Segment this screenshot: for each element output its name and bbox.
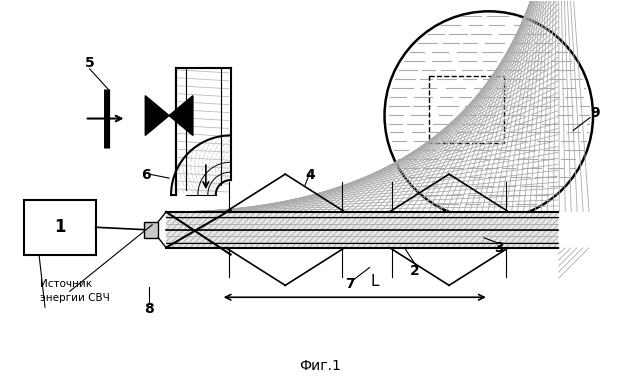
Text: 5: 5 [84, 56, 95, 70]
Text: 2: 2 [410, 264, 419, 278]
Polygon shape [169, 96, 193, 135]
Text: Источник
энергии СВЧ: Источник энергии СВЧ [40, 279, 110, 303]
Circle shape [385, 11, 593, 220]
Bar [429, 76, 504, 143]
Text: 8: 8 [145, 302, 154, 316]
Bar [166, 212, 558, 248]
Text: 4: 4 [305, 168, 315, 182]
Text: Фиг.1: Фиг.1 [299, 359, 341, 373]
Text: 3: 3 [494, 241, 504, 255]
Bar [166, 212, 558, 248]
Text: 9: 9 [590, 106, 600, 120]
Polygon shape [145, 96, 169, 135]
Text: L: L [371, 274, 379, 289]
Text: 1: 1 [54, 218, 66, 236]
Text: 6: 6 [141, 168, 151, 182]
Bar [24, 200, 95, 255]
Text: 7: 7 [345, 277, 355, 291]
Bar [144, 222, 158, 238]
